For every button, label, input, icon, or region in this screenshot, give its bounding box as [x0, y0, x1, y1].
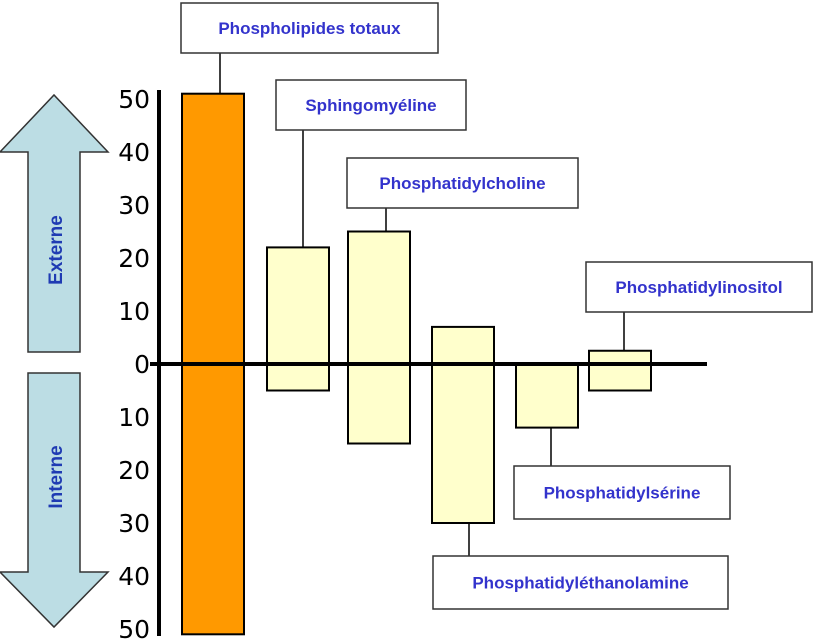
- category-label-box: [346, 157, 579, 209]
- y-tick-label: 50: [118, 615, 150, 641]
- y-axis-ticks: 50 40 30 20 10 0 10 20 30 40 50: [118, 85, 150, 641]
- category-label-box: [513, 465, 731, 520]
- bar: [588, 349, 652, 392]
- category-label: Sphingomyéline: [305, 96, 436, 115]
- category-label: Phosphatidylcholine: [379, 174, 545, 193]
- y-tick-label: 0: [134, 350, 150, 379]
- y-tick-label: 10: [118, 297, 150, 326]
- category-label: Phospholipides totaux: [218, 19, 401, 38]
- y-tick-label: 20: [118, 244, 150, 273]
- y-tick-label: 50: [118, 85, 150, 114]
- down-arrow-shape: [0, 372, 110, 629]
- y-tick-label: 30: [118, 191, 150, 220]
- externe-arrow: Externe: [0, 93, 110, 353]
- y-tick-label: 10: [118, 403, 150, 432]
- bar: [266, 246, 330, 392]
- y-tick-label: 40: [118, 562, 150, 591]
- category-labels: Phospholipides totaux Sphingomyéline Phosp…: [180, 2, 813, 610]
- category-label-box: [585, 261, 813, 313]
- y-tick-label: 40: [118, 138, 150, 167]
- category-label: Phosphatidyléthanolamine: [472, 574, 688, 593]
- interne-arrow: Interne: [0, 372, 110, 629]
- interne-label: Interne: [46, 445, 67, 508]
- axes: [150, 90, 707, 636]
- y-tick-label: 20: [118, 456, 150, 485]
- y-tick-label: 30: [118, 509, 150, 538]
- bar: [431, 325, 495, 524]
- category-label-box: [432, 555, 729, 610]
- up-arrow-shape: [0, 93, 110, 353]
- externe-label: Externe: [46, 215, 67, 285]
- category-label-box: [275, 79, 467, 131]
- bar: [515, 363, 579, 429]
- category-label: Phosphatidylinositol: [615, 278, 782, 297]
- category-label: Phosphatidylsérine: [544, 484, 701, 503]
- category-label-box: [180, 2, 439, 54]
- bar: [347, 230, 411, 445]
